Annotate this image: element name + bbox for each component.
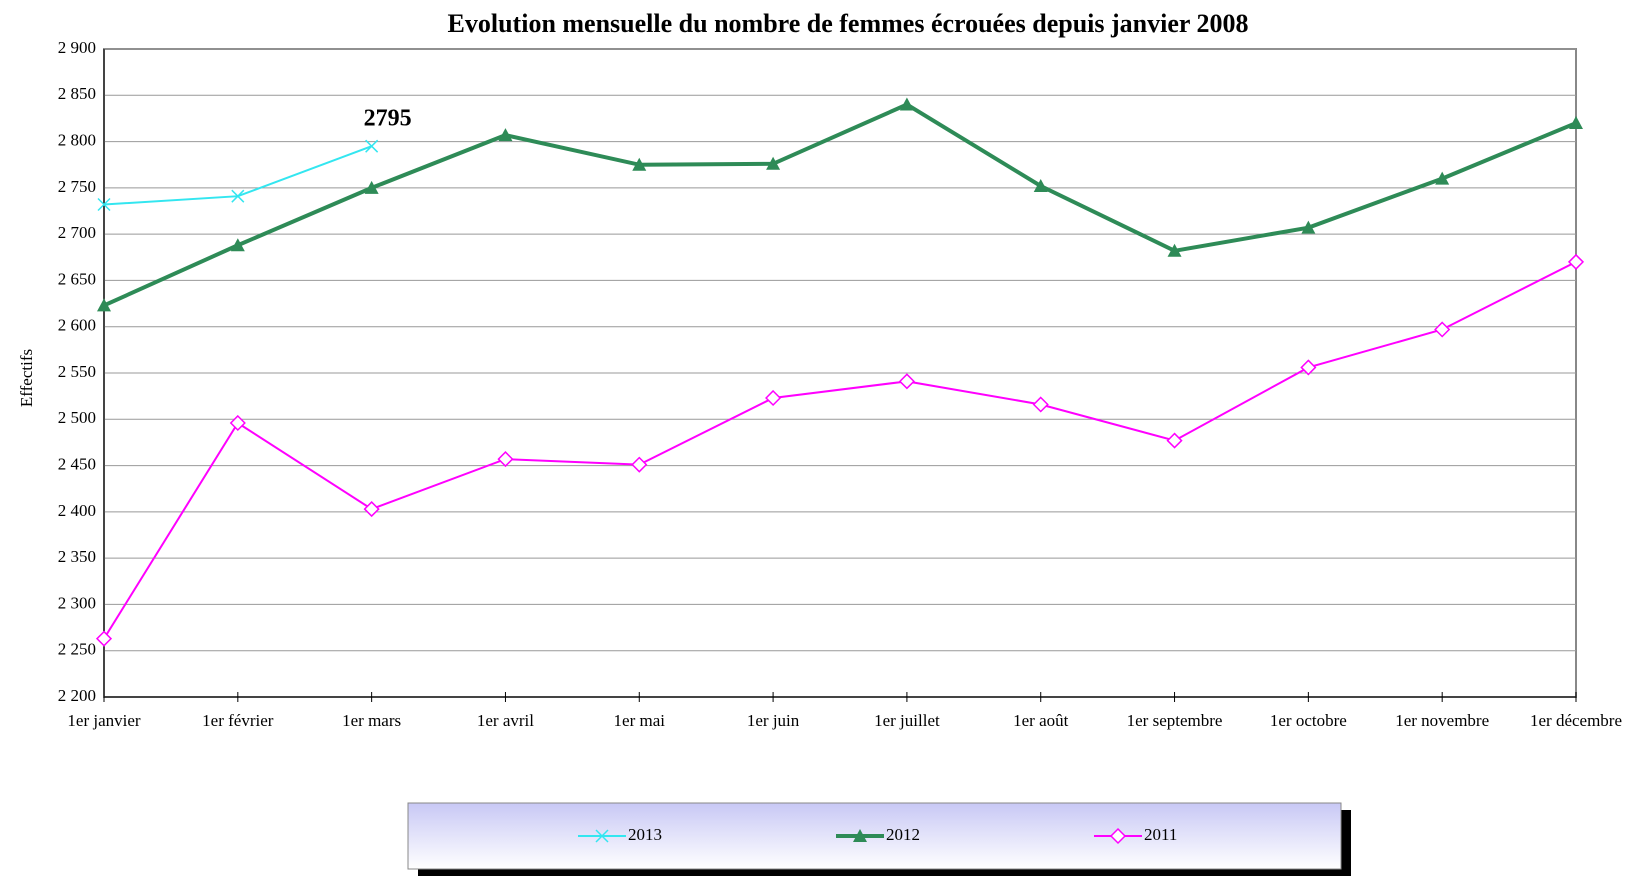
point (498, 128, 513, 142)
point (632, 157, 647, 171)
point (97, 197, 111, 212)
legend-label: 2012 (886, 825, 920, 844)
x-tick-label: 1er février (202, 711, 274, 730)
x-tick-label: 1er août (1013, 711, 1069, 730)
y-axis-label: Effectifs (17, 349, 36, 407)
x-tick-label: 1er janvier (67, 711, 140, 730)
point (1167, 243, 1182, 257)
y-tick-label: 2 300 (58, 593, 96, 612)
y-tick-label: 2 250 (58, 640, 96, 659)
point (766, 156, 781, 170)
y-tick-label: 2 650 (58, 269, 96, 288)
point (97, 298, 111, 312)
point (229, 414, 246, 432)
point (365, 139, 379, 153)
x-tick-label: 1er novembre (1395, 711, 1489, 730)
y-tick-label: 2 400 (58, 501, 96, 520)
y-tick-label: 2 900 (58, 38, 96, 57)
x-tick-label: 1er mai (614, 711, 666, 730)
y-tick-label: 2 850 (58, 84, 96, 103)
point (1567, 253, 1585, 270)
point (1032, 396, 1049, 413)
point (1300, 359, 1317, 376)
point (899, 97, 914, 111)
point (1435, 171, 1450, 185)
point (1434, 321, 1451, 338)
chart-title: Evolution mensuelle du nombre de femmes … (448, 9, 1249, 38)
series-line (103, 102, 1577, 308)
x-tick-label: 1er mars (342, 711, 401, 730)
point (898, 373, 915, 390)
point (765, 389, 782, 407)
y-tick-label: 2 550 (58, 362, 96, 381)
y-tick-label: 2 600 (58, 316, 96, 335)
point (230, 238, 245, 252)
point (231, 189, 245, 203)
y-tick-label: 2 350 (58, 547, 96, 566)
x-tick-label: 1er juin (747, 711, 800, 730)
y-tick-label: 2 450 (58, 454, 96, 473)
point (1569, 116, 1583, 130)
y-tick-label: 2 500 (58, 408, 96, 427)
point (853, 829, 867, 842)
point (1301, 220, 1316, 234)
point (363, 501, 380, 518)
x-tick-label: 1er décembre (1530, 711, 1622, 730)
series-line (103, 261, 1577, 640)
point (95, 630, 113, 647)
y-tick-label: 2 200 (58, 686, 96, 705)
point (595, 829, 609, 843)
x-tick-label: 1er juillet (874, 711, 940, 730)
data-label: 2795 (364, 106, 412, 132)
point (1166, 432, 1183, 449)
y-tick-label: 2 800 (58, 130, 96, 149)
point (631, 456, 648, 473)
x-tick-label: 1er septembre (1127, 711, 1223, 730)
point (1109, 827, 1127, 845)
y-tick-label: 2 700 (58, 223, 96, 242)
x-tick-label: 1er octobre (1270, 711, 1347, 730)
x-tick-label: 1er avril (477, 711, 534, 730)
point (1033, 179, 1048, 193)
y-tick-label: 2 750 (58, 177, 96, 196)
point (497, 451, 514, 468)
legend-label: 2011 (1144, 825, 1177, 844)
point (364, 180, 379, 194)
legend-label: 2013 (628, 825, 662, 844)
